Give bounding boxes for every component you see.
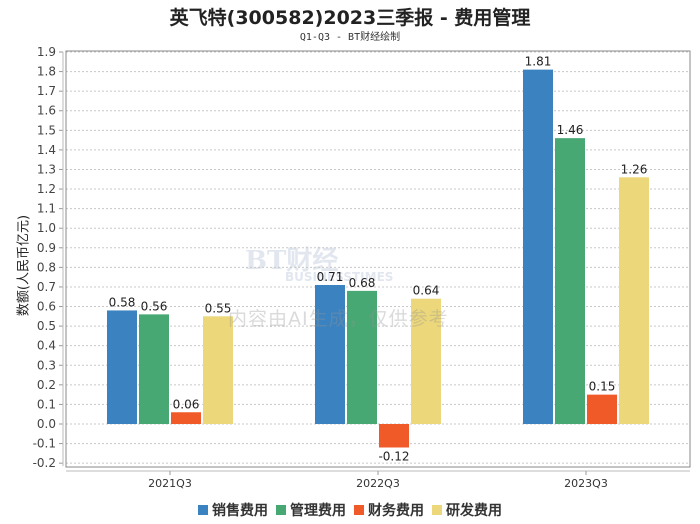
bar-3 [411,298,441,424]
x-tick-label: 2021Q3 [148,477,192,490]
bar-0 [107,310,137,424]
y-tick-label: 0.3 [37,358,56,372]
data-label: -0.12 [378,449,409,463]
legend-item: 研发费用 [432,500,502,520]
data-label: 0.64 [413,284,440,298]
chart-title: 英飞特(300582)2023三季报 - 费用管理 [169,7,531,29]
y-tick-label: 0.0 [37,417,56,431]
legend-label: 研发费用 [446,503,502,519]
bar-1 [139,314,169,424]
bar-0 [315,284,345,424]
y-tick-label: 1.9 [37,45,56,59]
legend-swatch [276,505,286,515]
data-label: 0.68 [349,276,376,290]
legend: 销售费用 管理费用 财务费用 研发费用 [0,500,700,520]
bar-1 [347,290,377,424]
x-tick-label: 2023Q3 [564,477,608,490]
bar-2 [379,424,409,448]
y-tick-label: 1.5 [37,123,56,137]
y-tick-label: 0.1 [37,397,56,411]
legend-item: 销售费用 [198,500,268,520]
y-tick-label: 1.1 [37,202,56,216]
bar-2 [171,412,201,424]
y-tick-label: 0.4 [37,339,56,353]
y-tick-label: 1.0 [37,221,56,235]
plot-border [65,50,691,468]
legend-item: 管理费用 [276,500,346,520]
legend-swatch [354,505,364,515]
ai-watermark: 内容由AI生成，仅供参考 [228,308,449,330]
y-tick-label: 0.7 [37,280,56,294]
y-tick-label: 1.7 [37,84,56,98]
y-tick-label: -0.1 [33,437,56,451]
y-tick-label: 1.8 [37,65,56,79]
y-tick-label: -0.2 [33,456,56,470]
y-tick-label: 0.8 [37,260,56,274]
logo-watermark: BT财经 [245,246,339,276]
bar-2 [587,394,617,424]
legend-label: 销售费用 [212,503,268,519]
data-label: 1.26 [621,162,648,176]
bar-3 [203,316,233,424]
y-tick-label: 0.2 [37,378,56,392]
legend-swatch [198,505,208,515]
y-tick-label: 1.2 [37,182,56,196]
data-label: 1.81 [525,55,552,69]
y-tick-label: 1.6 [37,104,56,118]
logo-watermark-sub: BUSINESSTIMES [285,270,394,284]
y-tick-label: 1.3 [37,162,56,176]
y-tick-label: 0.6 [37,300,56,314]
chart-subtitle: Q1-Q3 - BT财经绘制 [299,32,401,43]
legend-item: 财务费用 [354,500,424,520]
y-tick-label: 0.5 [37,319,56,333]
legend-label: 财务费用 [368,503,424,519]
bar-0 [523,69,553,424]
data-label: 0.56 [141,299,168,313]
data-label: 0.71 [317,270,344,284]
data-label: 0.06 [173,397,200,411]
legend-label: 管理费用 [290,503,346,519]
data-label: 0.55 [205,301,232,315]
data-label: 1.46 [557,123,584,137]
data-label: 0.15 [589,380,616,394]
y-tick-label: 1.4 [37,143,56,157]
y-tick-label: 0.9 [37,241,56,255]
data-label: 0.58 [109,295,136,309]
bar-1 [555,138,585,424]
bar-3 [619,177,649,424]
legend-swatch [432,505,442,515]
x-tick-label: 2022Q3 [356,477,400,490]
